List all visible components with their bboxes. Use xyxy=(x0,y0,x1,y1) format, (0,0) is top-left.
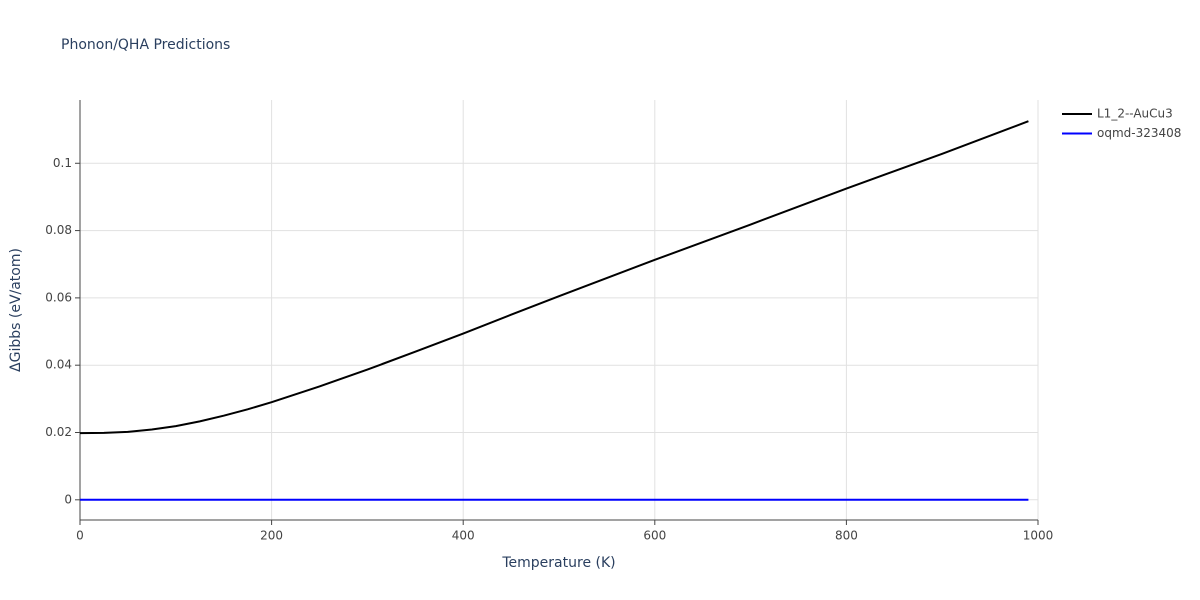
x-tick-label: 800 xyxy=(835,529,858,543)
x-tick-label: 600 xyxy=(643,529,666,543)
y-tick-label: 0.1 xyxy=(53,156,72,170)
y-tick-label: 0 xyxy=(64,492,72,506)
x-tick-label: 0 xyxy=(76,529,84,543)
line xyxy=(79,120,1029,435)
x-tick-label: 400 xyxy=(452,529,475,543)
x-tick-label: 1000 xyxy=(1023,529,1054,543)
x-tick-label: 200 xyxy=(260,529,283,543)
y-tick-label: 0.04 xyxy=(45,358,72,372)
chart-title: Phonon/QHA Predictions xyxy=(61,37,230,53)
y-tick-label: 0.08 xyxy=(45,223,72,237)
legend-label: oqmd-323408 xyxy=(1097,126,1181,140)
x-axis-title: Temperature (K) xyxy=(501,555,615,571)
y-tick-label: 0.06 xyxy=(45,290,72,304)
legend-label: L1_2--AuCu3 xyxy=(1097,107,1173,121)
y-axis-title: ΔGibbs (eV/atom) xyxy=(8,248,24,372)
y-tick-label: 0.02 xyxy=(45,425,72,439)
